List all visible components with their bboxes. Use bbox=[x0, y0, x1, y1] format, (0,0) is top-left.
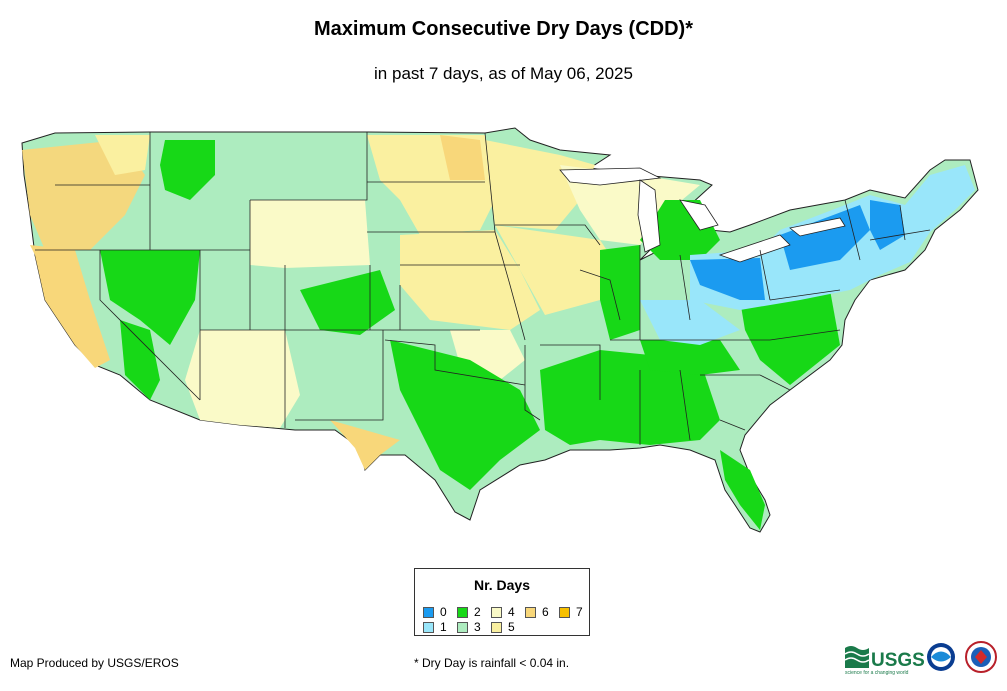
legend-swatch bbox=[491, 621, 502, 633]
agency-logos: USGS science for a changing world bbox=[844, 641, 997, 676]
legend-label: 0 bbox=[440, 605, 447, 619]
conus-cdd-map bbox=[21, 127, 979, 533]
map-credit: Map Produced by USGS/EROS bbox=[10, 656, 179, 670]
dry-day-footnote: * Dry Day is rainfall < 0.04 in. bbox=[414, 656, 570, 670]
legend-item-4: 4 bbox=[491, 605, 515, 619]
legend-item-2: 2 bbox=[457, 605, 481, 619]
legend-label: 4 bbox=[508, 605, 515, 619]
great-lakes bbox=[559, 167, 846, 263]
legend-swatch bbox=[423, 621, 434, 633]
legend-item-7: 7 bbox=[559, 605, 583, 619]
usgs-logo-text: USGS bbox=[871, 650, 925, 671]
legend-swatch bbox=[491, 606, 502, 618]
legend-label: 5 bbox=[508, 620, 515, 634]
legend-label: 7 bbox=[576, 605, 583, 619]
legend-swatch bbox=[423, 606, 434, 618]
legend-item-6: 6 bbox=[525, 605, 549, 619]
dry-regions bbox=[22, 135, 700, 470]
legend-item-3: 3 bbox=[457, 620, 481, 634]
map-subtitle: in past 7 days, as of May 06, 2025 bbox=[374, 64, 633, 83]
noaa-logo bbox=[927, 643, 955, 671]
legend-title: Nr. Days bbox=[473, 577, 531, 593]
legend: Nr. Days 0 1 2 3 4 5 6 7 bbox=[414, 568, 590, 636]
legend-swatch bbox=[457, 606, 468, 618]
map-title: Maximum Consecutive Dry Days (CDD)* bbox=[314, 18, 693, 40]
legend-label: 3 bbox=[474, 620, 481, 634]
legend-swatch bbox=[457, 621, 468, 633]
legend-label: 2 bbox=[474, 605, 481, 619]
state-boundaries bbox=[35, 132, 931, 445]
legend-label: 1 bbox=[440, 620, 447, 634]
legend-item-1: 1 bbox=[423, 620, 447, 634]
legend-swatch bbox=[525, 606, 536, 618]
usgs-logo: USGS science for a changing world bbox=[844, 646, 925, 676]
nws-logo bbox=[965, 641, 997, 673]
usgs-tagline: science for a changing world bbox=[845, 670, 909, 676]
wet-regions bbox=[640, 165, 975, 345]
legend-item-5: 5 bbox=[491, 620, 515, 634]
legend-item-0: 0 bbox=[423, 605, 447, 619]
legend-label: 6 bbox=[542, 605, 549, 619]
legend-swatch bbox=[559, 606, 570, 618]
